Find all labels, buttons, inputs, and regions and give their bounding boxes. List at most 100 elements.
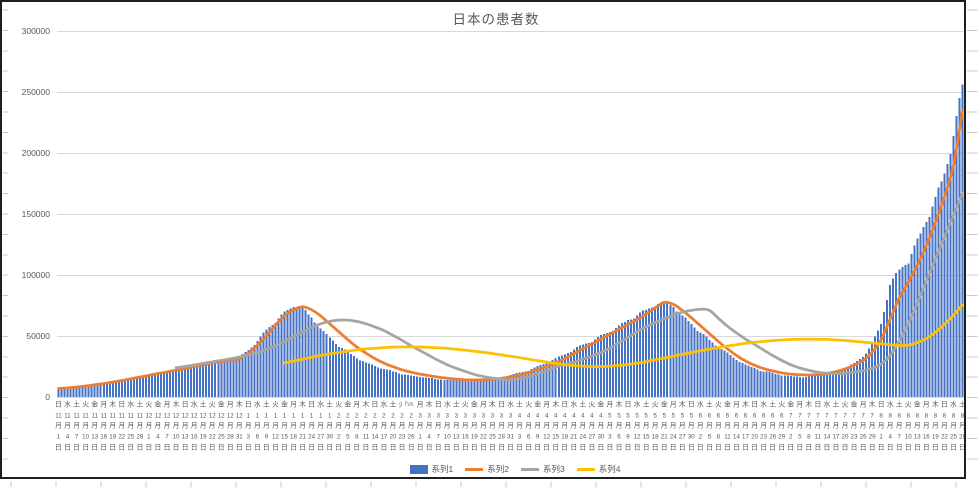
bar[interactable] [358, 360, 361, 397]
bar[interactable] [955, 115, 958, 397]
bar[interactable] [66, 387, 69, 397]
bar[interactable] [470, 380, 473, 397]
bar[interactable] [726, 352, 729, 397]
legend-item-series4[interactable]: 系列4 [576, 463, 620, 475]
bar[interactable] [961, 84, 964, 397]
bar[interactable] [166, 371, 169, 397]
bar[interactable] [587, 342, 590, 397]
bar[interactable] [328, 337, 331, 397]
bar[interactable] [575, 347, 578, 397]
bar[interactable] [298, 307, 301, 397]
bar[interactable] [57, 387, 60, 397]
bar[interactable] [349, 354, 352, 397]
bar[interactable] [205, 363, 208, 397]
bar[interactable] [952, 135, 955, 398]
bar[interactable] [425, 377, 428, 397]
bar[interactable] [747, 365, 750, 397]
bar[interactable] [618, 325, 621, 397]
bar[interactable] [467, 380, 470, 397]
bar[interactable] [690, 323, 693, 397]
bar[interactable] [147, 374, 150, 397]
bar[interactable] [850, 364, 853, 397]
bar[interactable] [937, 187, 940, 397]
bar[interactable] [178, 368, 181, 397]
bar[interactable] [636, 315, 639, 397]
bar[interactable] [395, 372, 398, 397]
bar[interactable] [711, 342, 714, 397]
bar[interactable] [81, 385, 84, 397]
bar[interactable] [280, 314, 283, 397]
bar[interactable] [509, 375, 512, 397]
bar[interactable] [322, 330, 325, 397]
bar[interactable] [657, 303, 660, 397]
bar[interactable] [723, 350, 726, 398]
bar[interactable] [503, 376, 506, 397]
bar[interactable] [865, 353, 868, 397]
bar[interactable] [211, 362, 214, 397]
bar[interactable] [518, 372, 521, 398]
bar[interactable] [497, 377, 500, 397]
bar[interactable] [684, 317, 687, 397]
bar[interactable] [946, 163, 949, 397]
bar[interactable] [554, 358, 557, 397]
bar[interactable] [895, 273, 898, 397]
bar[interactable] [825, 373, 828, 397]
bar[interactable] [557, 356, 560, 397]
bar[interactable] [792, 376, 795, 397]
bar[interactable] [268, 327, 271, 397]
bar[interactable] [738, 362, 741, 397]
bar[interactable] [75, 385, 78, 397]
bar[interactable] [729, 355, 732, 397]
bar[interactable] [202, 363, 205, 397]
bar[interactable] [780, 375, 783, 397]
bar[interactable] [853, 362, 856, 397]
bar[interactable] [844, 368, 847, 397]
bar[interactable] [807, 376, 810, 397]
bar[interactable] [105, 382, 108, 397]
bar[interactable] [666, 303, 669, 397]
bar[interactable] [612, 330, 614, 397]
bar[interactable] [756, 369, 759, 397]
bar[interactable] [524, 371, 527, 397]
bar[interactable] [753, 367, 756, 397]
bar[interactable] [163, 371, 166, 397]
bar[interactable] [262, 332, 265, 397]
bar[interactable] [141, 375, 144, 397]
bar[interactable] [99, 383, 102, 397]
bar[interactable] [593, 339, 596, 397]
bar[interactable] [485, 379, 488, 397]
bar[interactable] [916, 238, 919, 397]
bar[interactable] [488, 378, 491, 397]
bar[interactable] [482, 379, 485, 397]
bar[interactable] [208, 363, 211, 397]
bar[interactable] [473, 379, 476, 397]
bar[interactable] [862, 357, 865, 397]
bar[interactable] [416, 376, 419, 397]
bar[interactable] [901, 266, 904, 397]
bar[interactable] [72, 386, 75, 397]
bar[interactable] [768, 372, 771, 397]
bar[interactable] [928, 217, 931, 397]
bar[interactable] [883, 311, 886, 397]
bar[interactable] [744, 364, 747, 397]
bar[interactable] [898, 269, 901, 397]
bar[interactable] [500, 376, 503, 397]
bar[interactable] [633, 318, 636, 397]
bar[interactable] [376, 367, 379, 397]
bar[interactable] [458, 380, 461, 397]
bar[interactable] [705, 336, 708, 397]
bar[interactable] [925, 222, 928, 397]
bar[interactable] [476, 379, 479, 397]
bar[interactable] [660, 302, 663, 397]
bar[interactable] [702, 334, 705, 397]
bar[interactable] [521, 371, 524, 397]
bar[interactable] [566, 353, 569, 397]
bar[interactable] [274, 323, 277, 397]
bar[interactable] [238, 356, 241, 397]
bar[interactable] [313, 322, 316, 397]
bar[interactable] [735, 360, 738, 397]
bar[interactable] [816, 375, 819, 397]
bar[interactable] [382, 368, 385, 397]
bar[interactable] [841, 369, 844, 397]
bar[interactable] [277, 318, 280, 397]
